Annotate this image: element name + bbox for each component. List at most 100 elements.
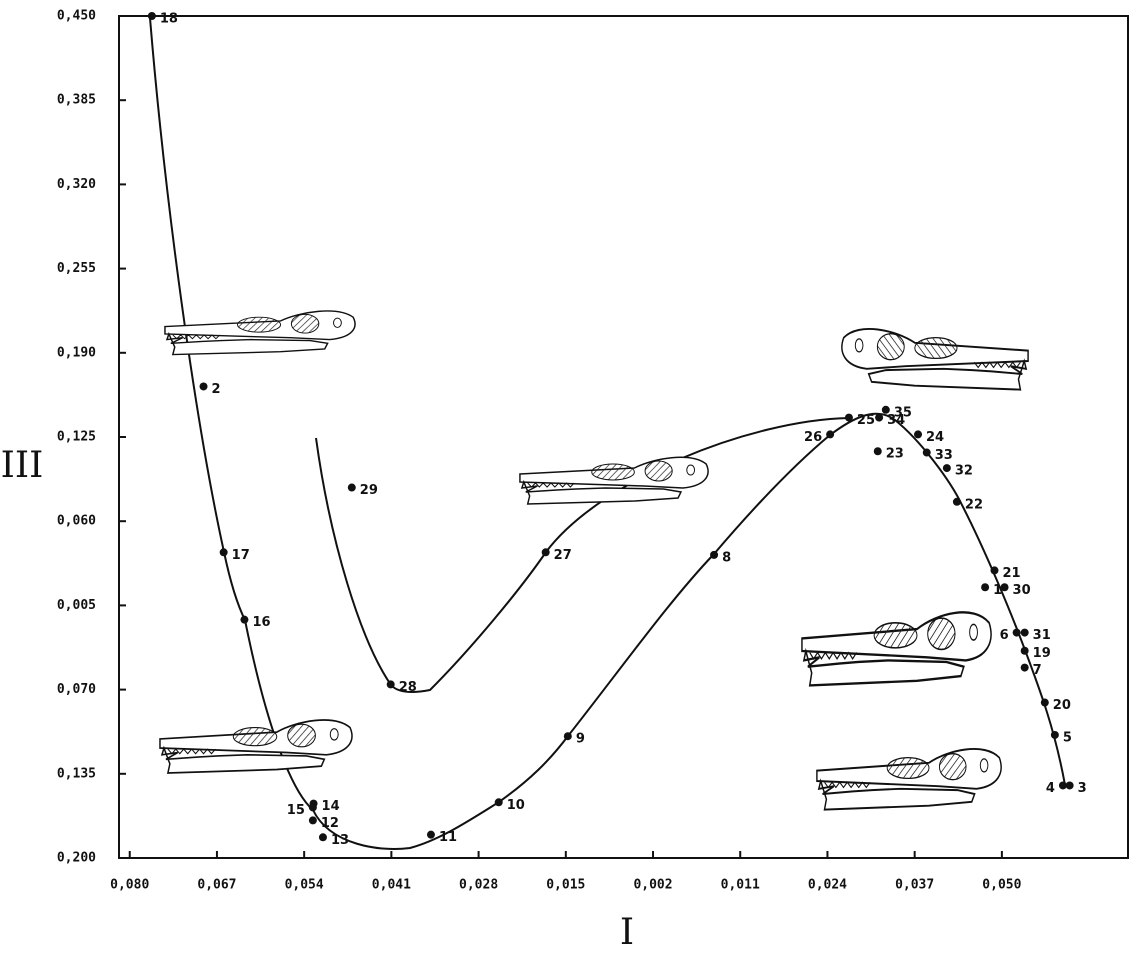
point-label: 35 <box>894 405 912 420</box>
point-label: 15 <box>287 803 305 818</box>
x-tick-label: 0,041 <box>372 878 411 893</box>
point-label: 7 <box>1033 663 1042 678</box>
skull-drawing <box>817 749 1001 810</box>
data-point <box>541 548 550 557</box>
data-point <box>873 447 882 456</box>
data-point <box>914 430 923 439</box>
skull-drawing <box>520 457 708 504</box>
data-point <box>494 798 503 807</box>
x-tick-label: 0,002 <box>633 878 672 893</box>
point-label: 26 <box>804 430 822 445</box>
x-tick-label: 0,015 <box>546 878 585 893</box>
data-point <box>147 12 156 20</box>
point-label: 25 <box>857 413 875 428</box>
point-label: 17 <box>232 548 250 563</box>
point-label: 6 <box>1000 628 1009 643</box>
y-tick-label: 0,385 <box>57 93 96 108</box>
point-label: 2 <box>212 382 221 397</box>
point-label: 19 <box>1033 646 1051 661</box>
y-tick-label: 0,070 <box>57 682 96 697</box>
x-tick-label: 0,067 <box>197 878 236 893</box>
data-point <box>952 497 961 506</box>
point-label: 24 <box>926 430 944 445</box>
point-label: 20 <box>1053 698 1071 713</box>
data-point <box>386 680 395 689</box>
y-tick-label: 0,125 <box>57 430 96 445</box>
data-point <box>1058 781 1067 790</box>
point-label: 18 <box>160 12 178 27</box>
point-label: 30 <box>1013 583 1031 598</box>
y-tick-label: 0,200 <box>57 851 96 866</box>
y-tick-label: 0,255 <box>57 261 96 276</box>
point-label: 13 <box>331 833 349 848</box>
data-point <box>710 550 719 559</box>
data-point <box>922 448 931 457</box>
data-point <box>240 615 249 624</box>
point-label: 21 <box>1002 566 1020 581</box>
data-point <box>219 548 228 557</box>
data-point <box>1065 781 1074 790</box>
y-tick-label: 0,135 <box>57 766 96 781</box>
point-label: 1 <box>993 583 1002 598</box>
skull-drawing <box>842 329 1028 390</box>
trend-curve <box>149 17 1066 850</box>
data-point <box>199 382 208 391</box>
point-label: 11 <box>439 830 457 845</box>
y-tick-label: 0,190 <box>57 345 96 360</box>
data-point <box>1050 730 1059 739</box>
point-label: 29 <box>360 483 378 498</box>
data-point <box>347 483 356 492</box>
point-label: 33 <box>935 448 953 463</box>
data-point <box>563 732 572 741</box>
data-point <box>990 566 999 575</box>
data-point <box>942 464 951 473</box>
data-point <box>981 583 990 592</box>
point-label: 34 <box>887 413 905 428</box>
data-point <box>1020 628 1029 637</box>
x-tick-label: 0,080 <box>110 878 149 893</box>
data-point <box>826 430 835 439</box>
x-tick-label: 0,011 <box>721 878 760 893</box>
point-label: 10 <box>507 798 525 813</box>
point-label: 23 <box>886 447 904 462</box>
trend-curve <box>315 417 850 693</box>
point-label: 9 <box>576 732 585 747</box>
point-label: 14 <box>322 799 340 814</box>
data-point <box>875 413 884 422</box>
x-axis-title: I <box>620 912 634 953</box>
data-point <box>308 816 317 825</box>
data-point <box>308 803 317 812</box>
x-tick-label: 0,054 <box>285 878 324 893</box>
data-point <box>1012 628 1021 637</box>
y-tick-label: 0,060 <box>57 514 96 529</box>
point-label: 31 <box>1033 628 1051 643</box>
point-label: 28 <box>399 680 417 695</box>
data-point <box>1040 698 1049 707</box>
data-point <box>318 833 327 842</box>
data-point <box>426 830 435 839</box>
data-point <box>1000 583 1009 592</box>
x-tick-label: 0,037 <box>895 878 934 893</box>
point-label: 4 <box>1046 781 1055 796</box>
x-tick-label: 0,028 <box>459 878 498 893</box>
skull-drawing <box>160 720 352 773</box>
data-point <box>844 413 853 422</box>
point-label: 5 <box>1063 730 1072 745</box>
point-label: 3 <box>1078 781 1087 796</box>
x-tick-label: 0,024 <box>808 878 847 893</box>
y-axis-title: III <box>1 445 44 486</box>
point-label: 27 <box>554 548 572 563</box>
skull-drawing <box>165 311 355 355</box>
data-point <box>1020 663 1029 672</box>
y-tick-label: 0,320 <box>57 177 96 192</box>
x-tick-label: 0,050 <box>982 878 1021 893</box>
skull-group <box>842 329 1028 390</box>
point-label: 16 <box>252 615 270 630</box>
data-point <box>1020 646 1029 655</box>
skull-drawing <box>802 612 991 685</box>
point-label: 12 <box>321 816 339 831</box>
data-point <box>881 405 890 414</box>
y-tick-label: 0,005 <box>57 598 96 613</box>
y-tick-label: 0,450 <box>57 9 96 24</box>
